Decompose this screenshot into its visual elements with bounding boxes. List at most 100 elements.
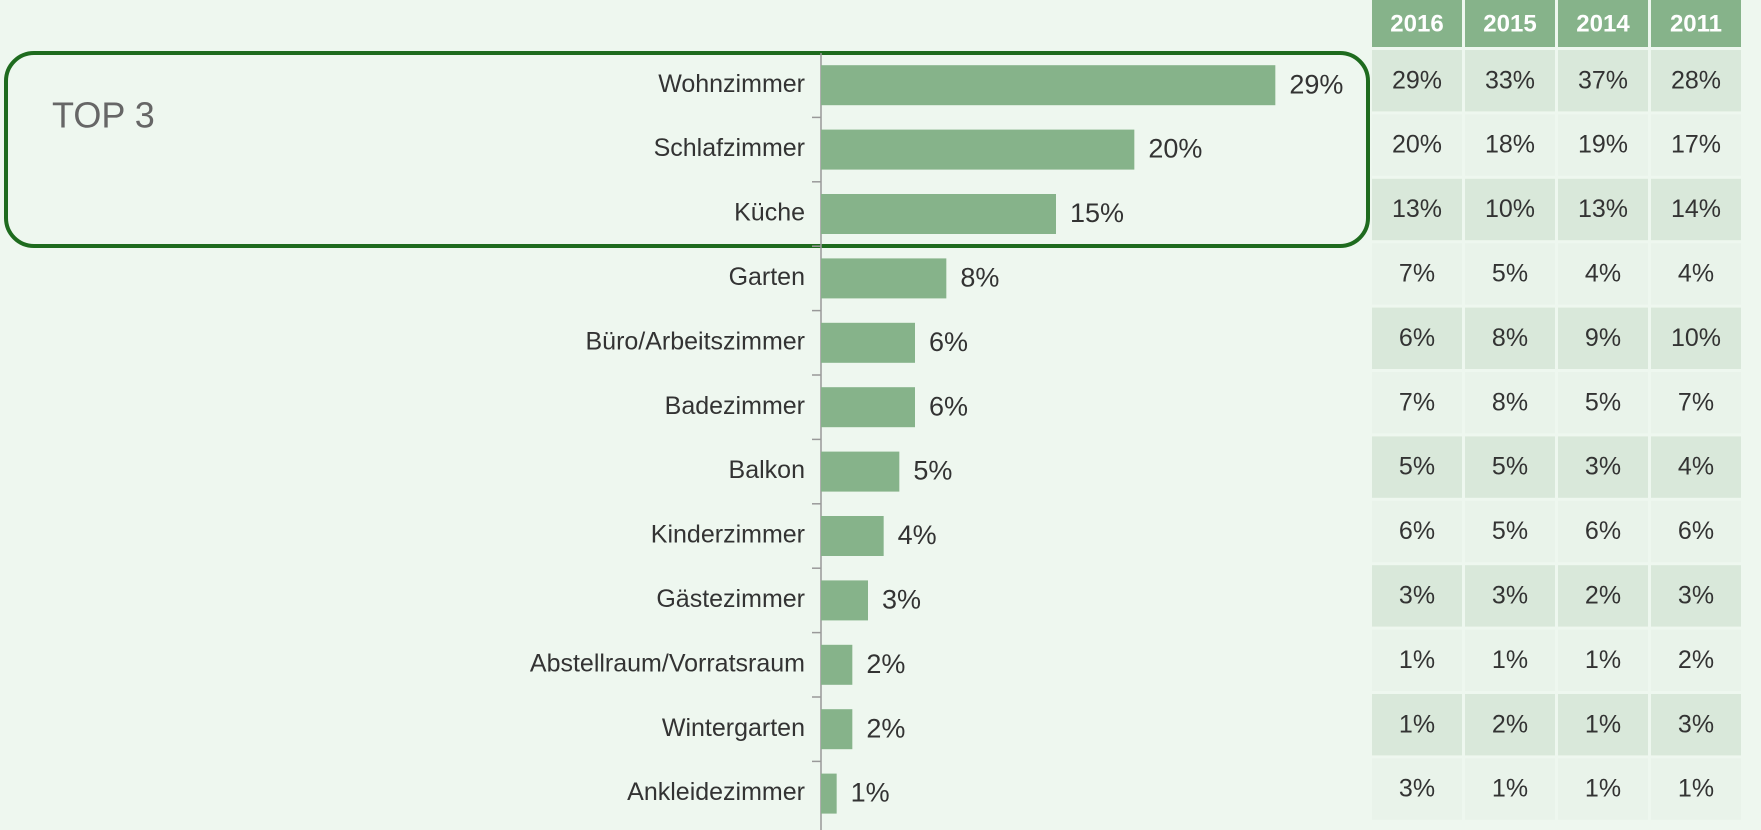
table-cell bbox=[1651, 758, 1741, 820]
table-cell bbox=[1558, 629, 1648, 691]
cell-text: 6% bbox=[1585, 517, 1621, 545]
table-cell bbox=[1372, 372, 1462, 434]
category-label: Wohnzimmer bbox=[658, 70, 805, 98]
table-cell bbox=[1651, 114, 1741, 176]
cell-text: 2% bbox=[1492, 710, 1528, 738]
table-cell bbox=[1465, 50, 1555, 112]
cell-text: 3% bbox=[1399, 582, 1435, 610]
table-cell bbox=[1465, 436, 1555, 498]
cell-text: 2% bbox=[1678, 646, 1714, 674]
bar bbox=[821, 129, 1135, 170]
cell-text: 33% bbox=[1485, 66, 1535, 94]
table-cell bbox=[1651, 694, 1741, 756]
cell-text: 7% bbox=[1678, 388, 1714, 416]
cell-text: 10% bbox=[1485, 195, 1535, 223]
category-label: Garten bbox=[729, 263, 805, 291]
header-cell bbox=[1465, 0, 1555, 47]
cell-text: 1% bbox=[1399, 646, 1435, 674]
cell-text: 4% bbox=[1678, 260, 1714, 288]
cell-text: 8% bbox=[1492, 388, 1528, 416]
cell-text: 1% bbox=[1678, 775, 1714, 803]
table-cell bbox=[1372, 436, 1462, 498]
table-cell bbox=[1651, 436, 1741, 498]
table-cell bbox=[1465, 694, 1555, 756]
category-label: Abstellraum/Vorratsraum bbox=[530, 649, 805, 677]
cell-text: 8% bbox=[1492, 324, 1528, 352]
table-cell bbox=[1558, 500, 1648, 563]
category-label: Kinderzimmer bbox=[651, 521, 805, 549]
cell-text: 1% bbox=[1492, 775, 1528, 803]
cell-text: 17% bbox=[1671, 131, 1721, 159]
cell-text: 1% bbox=[1492, 646, 1528, 674]
table-cell bbox=[1558, 436, 1648, 498]
bar bbox=[821, 773, 837, 814]
header-text: 2011 bbox=[1670, 10, 1722, 37]
cell-text: 3% bbox=[1399, 775, 1435, 803]
data-label: 2% bbox=[866, 649, 905, 679]
cell-text: 13% bbox=[1392, 195, 1442, 223]
cell-text: 3% bbox=[1585, 453, 1621, 481]
category-label: Wintergarten bbox=[662, 714, 805, 742]
cell-text: 1% bbox=[1585, 710, 1621, 738]
table-cell bbox=[1465, 565, 1555, 627]
cell-text: 4% bbox=[1678, 453, 1714, 481]
cell-text: 5% bbox=[1585, 388, 1621, 416]
cell-text: 5% bbox=[1492, 453, 1528, 481]
data-label: 8% bbox=[960, 263, 999, 293]
category-label: Ankleidezimmer bbox=[627, 778, 805, 806]
cell-text: 7% bbox=[1399, 388, 1435, 416]
table-cell bbox=[1372, 565, 1462, 627]
data-label: 1% bbox=[851, 778, 890, 808]
table-cell bbox=[1465, 500, 1555, 563]
cell-text: 4% bbox=[1585, 260, 1621, 288]
bar bbox=[821, 322, 915, 363]
table-cell bbox=[1558, 178, 1648, 241]
data-label: 3% bbox=[882, 585, 921, 615]
header-cell bbox=[1651, 0, 1741, 47]
table-cell bbox=[1465, 114, 1555, 176]
cell-text: 3% bbox=[1678, 710, 1714, 738]
table-cell bbox=[1372, 307, 1462, 369]
bar bbox=[821, 65, 1276, 106]
cell-text: 2% bbox=[1585, 582, 1621, 610]
table-cell bbox=[1465, 307, 1555, 369]
table-cell bbox=[1558, 50, 1648, 112]
cell-text: 1% bbox=[1585, 775, 1621, 803]
table-cell bbox=[1651, 307, 1741, 369]
header-text: 2016 bbox=[1390, 10, 1443, 37]
header-text: 2015 bbox=[1483, 10, 1536, 37]
data-label: 20% bbox=[1148, 134, 1202, 164]
table-cell bbox=[1651, 243, 1741, 305]
data-label: 15% bbox=[1070, 198, 1124, 228]
category-label: Badezimmer bbox=[665, 392, 805, 420]
bar bbox=[821, 451, 900, 492]
category-label: Schlafzimmer bbox=[654, 134, 805, 162]
data-label: 2% bbox=[866, 713, 905, 743]
header-cell bbox=[1372, 0, 1462, 47]
cell-text: 5% bbox=[1492, 517, 1528, 545]
category-label: Balkon bbox=[729, 456, 805, 484]
cell-text: 9% bbox=[1585, 324, 1621, 352]
cell-text: 5% bbox=[1399, 453, 1435, 481]
category-label: Gästezimmer bbox=[656, 585, 805, 613]
cell-text: 13% bbox=[1578, 195, 1628, 223]
top3-frame bbox=[4, 51, 1370, 248]
cell-text: 6% bbox=[1399, 517, 1435, 545]
data-label: 4% bbox=[898, 520, 937, 550]
table-cell bbox=[1558, 114, 1648, 176]
cell-text: 37% bbox=[1578, 66, 1628, 94]
table-cell bbox=[1372, 243, 1462, 305]
table-cell bbox=[1372, 629, 1462, 691]
table-cell bbox=[1465, 178, 1555, 241]
table-cell bbox=[1651, 565, 1741, 627]
table-cell bbox=[1651, 629, 1741, 691]
data-label: 6% bbox=[929, 391, 968, 421]
cell-text: 29% bbox=[1392, 66, 1442, 94]
table-cell bbox=[1372, 114, 1462, 176]
table-cell bbox=[1372, 50, 1462, 112]
category-label: Küche bbox=[734, 199, 805, 227]
cell-text: 14% bbox=[1671, 195, 1721, 223]
data-label: 5% bbox=[913, 456, 952, 486]
cell-text: 3% bbox=[1492, 582, 1528, 610]
bar bbox=[821, 194, 1056, 234]
